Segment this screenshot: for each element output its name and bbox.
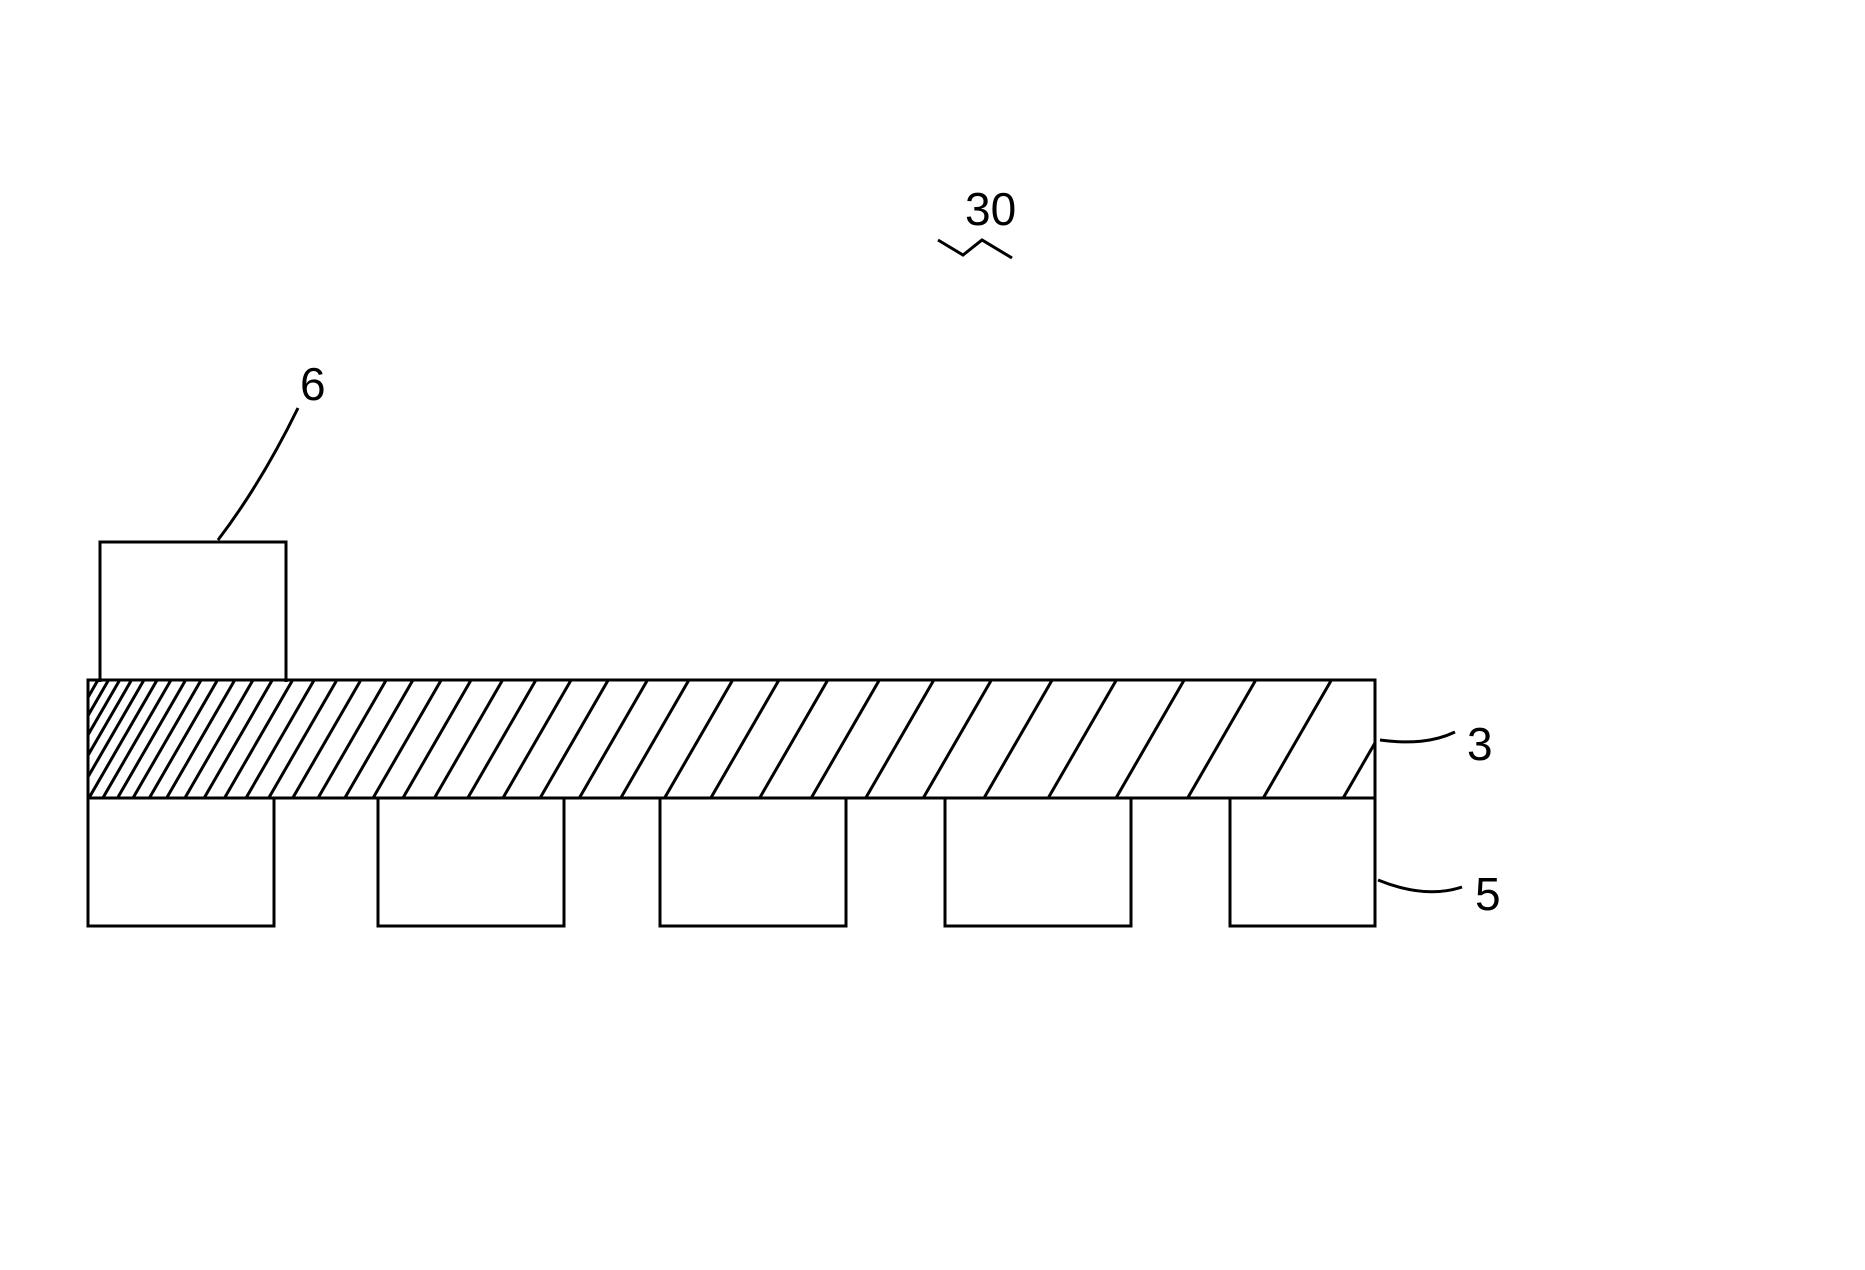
labels: 30 6 3 5 bbox=[218, 183, 1501, 920]
ref-label-6: 6 bbox=[300, 358, 326, 410]
ref-label-5: 5 bbox=[1475, 868, 1501, 920]
ref-leader-6 bbox=[218, 408, 298, 540]
figure-number-squiggle bbox=[938, 240, 1012, 258]
hatched-layer bbox=[20, 680, 1496, 798]
bottom-blocks-5 bbox=[88, 798, 1375, 926]
top-block-6 bbox=[100, 542, 286, 682]
diagram-canvas: 30 6 3 5 bbox=[0, 0, 1865, 1270]
figure-number-label: 30 bbox=[965, 183, 1016, 235]
ref-leader-3 bbox=[1380, 732, 1455, 742]
ref-label-3: 3 bbox=[1467, 718, 1493, 770]
ref-leader-5 bbox=[1378, 880, 1462, 892]
